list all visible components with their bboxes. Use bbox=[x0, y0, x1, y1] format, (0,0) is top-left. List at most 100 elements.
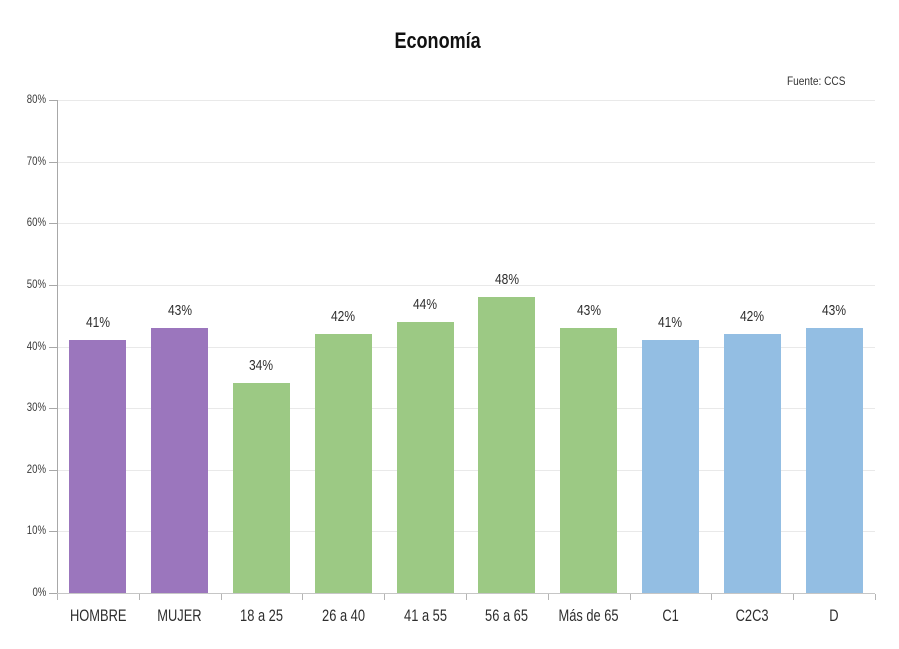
bar-value-label-HOMBRE: 41% bbox=[63, 314, 133, 331]
x-axis-category-C2C3: C2C3 bbox=[711, 607, 793, 626]
x-axis-tick bbox=[220, 594, 222, 600]
bar-MUJER bbox=[151, 328, 209, 593]
bar-value-label-D: 43% bbox=[799, 302, 869, 319]
bar-value-text: 42% bbox=[331, 308, 356, 326]
y-axis-tick-0% bbox=[49, 593, 57, 594]
bar-value-label-Más de 65: 43% bbox=[554, 302, 624, 319]
x-axis-category-18 a 25: 18 a 25 bbox=[221, 607, 303, 626]
x-axis-tick bbox=[711, 594, 713, 600]
bar-value-text: 42% bbox=[740, 308, 765, 326]
x-axis-category-text: 26 a 40 bbox=[321, 607, 365, 625]
y-axis-tick-40% bbox=[49, 346, 57, 348]
x-axis-category-41 a 55: 41 a 55 bbox=[384, 607, 466, 626]
bar-C2C3 bbox=[723, 334, 781, 593]
x-axis-category-text: HOMBRE bbox=[69, 607, 127, 625]
source-note: Fuente: CCS bbox=[0, 76, 845, 88]
gridline-40% bbox=[57, 346, 875, 348]
x-axis-category-56 a 65: 56 a 65 bbox=[466, 607, 548, 626]
y-axis-tick-50% bbox=[49, 284, 57, 286]
y-axis-tick-80% bbox=[49, 100, 57, 101]
x-axis-tick bbox=[547, 594, 549, 600]
bar-value-text: 43% bbox=[576, 302, 601, 319]
x-axis-category-text: MUJER bbox=[157, 607, 202, 625]
x-axis-category-Más de 65: Más de 65 bbox=[548, 607, 630, 626]
y-axis-label-40%: 40% bbox=[4, 339, 46, 353]
y-axis-label-30%: 30% bbox=[4, 400, 46, 414]
bar-value-text: 43% bbox=[822, 302, 847, 319]
bar-18 a 25 bbox=[233, 383, 290, 593]
x-axis-category-text: D bbox=[829, 607, 839, 625]
bar-D bbox=[805, 328, 863, 593]
y-axis-label-text: 60% bbox=[26, 215, 46, 230]
x-axis-category-text: 18 a 25 bbox=[240, 607, 283, 625]
x-axis-category-text: C2C3 bbox=[735, 607, 769, 625]
y-axis-label-80%: 80% bbox=[4, 92, 46, 106]
gridline-50% bbox=[57, 284, 875, 286]
y-axis-label-text: 20% bbox=[26, 461, 46, 476]
y-axis-label-70%: 70% bbox=[4, 154, 46, 168]
y-axis-label-text: 40% bbox=[26, 338, 46, 353]
y-axis-label-20%: 20% bbox=[4, 462, 46, 476]
y-axis-line bbox=[57, 100, 58, 594]
x-axis-category-D: D bbox=[793, 607, 875, 626]
x-axis-tick bbox=[138, 594, 140, 600]
y-axis-label-0%: 0% bbox=[4, 585, 46, 599]
y-axis-label-50%: 50% bbox=[4, 277, 46, 291]
source-note-text: Fuente: CCS bbox=[786, 76, 845, 88]
y-axis-label-text: 0% bbox=[32, 585, 46, 599]
x-axis-tick bbox=[466, 594, 467, 600]
bar-value-label-MUJER: 43% bbox=[145, 302, 215, 319]
x-axis-tick bbox=[629, 594, 631, 600]
bar-value-text: 34% bbox=[249, 357, 274, 375]
bar-56 a 65 bbox=[478, 297, 536, 593]
x-axis-category-text: Más de 65 bbox=[558, 607, 619, 625]
y-axis-label-text: 70% bbox=[26, 153, 46, 168]
bar-value-text: 43% bbox=[167, 302, 192, 319]
y-axis-label-text: 80% bbox=[26, 92, 46, 106]
bar-C1 bbox=[642, 340, 699, 593]
y-axis-label-60%: 60% bbox=[4, 215, 46, 229]
gridline-20% bbox=[57, 469, 875, 471]
gridline-80% bbox=[57, 100, 875, 101]
bar-HOMBRE bbox=[69, 340, 127, 593]
y-axis-tick-70% bbox=[49, 161, 57, 163]
x-axis-tick bbox=[302, 594, 304, 600]
bar-26 a 40 bbox=[314, 334, 372, 593]
gridline-30% bbox=[57, 408, 875, 410]
bar-value-text: 41% bbox=[85, 314, 110, 332]
x-axis-tick bbox=[875, 594, 876, 600]
x-axis-category-26 a 40: 26 a 40 bbox=[302, 607, 384, 626]
y-axis-label-text: 30% bbox=[26, 400, 46, 415]
gridline-60% bbox=[57, 223, 875, 225]
y-axis-tick-60% bbox=[49, 223, 57, 225]
bar-Más de 65 bbox=[560, 328, 618, 593]
gridline-10% bbox=[57, 531, 875, 533]
bar-value-label-C2C3: 42% bbox=[717, 308, 787, 325]
y-axis-label-10%: 10% bbox=[4, 523, 46, 537]
bar-value-text: 41% bbox=[658, 314, 683, 332]
x-axis-category-text: C1 bbox=[662, 607, 679, 625]
x-axis-tick bbox=[57, 594, 58, 600]
bar-value-label-41 a 55: 44% bbox=[390, 296, 460, 313]
x-axis-category-MUJER: MUJER bbox=[139, 607, 221, 626]
bar-41 a 55 bbox=[396, 321, 454, 593]
y-axis-label-text: 10% bbox=[26, 523, 46, 538]
bar-value-label-26 a 40: 42% bbox=[308, 308, 378, 325]
x-axis-category-text: 56 a 65 bbox=[485, 607, 529, 625]
bar-value-label-18 a 25: 34% bbox=[227, 357, 297, 374]
bar-value-text: 48% bbox=[494, 271, 519, 289]
bar-value-label-56 a 65: 48% bbox=[472, 271, 542, 288]
x-axis-category-HOMBRE: HOMBRE bbox=[57, 607, 139, 626]
x-axis-line bbox=[57, 593, 875, 594]
gridline-70% bbox=[57, 161, 875, 163]
chart-title: Economía bbox=[0, 28, 875, 54]
x-axis-category-text: 41 a 55 bbox=[403, 607, 447, 625]
y-axis-tick-20% bbox=[49, 469, 57, 471]
x-axis-tick bbox=[384, 594, 386, 600]
x-axis-category-C1: C1 bbox=[630, 607, 712, 626]
bar-value-label-C1: 41% bbox=[636, 314, 706, 331]
chart-title-text: Economía bbox=[394, 28, 481, 53]
y-axis-label-text: 50% bbox=[26, 276, 46, 291]
x-axis-tick bbox=[793, 594, 795, 600]
